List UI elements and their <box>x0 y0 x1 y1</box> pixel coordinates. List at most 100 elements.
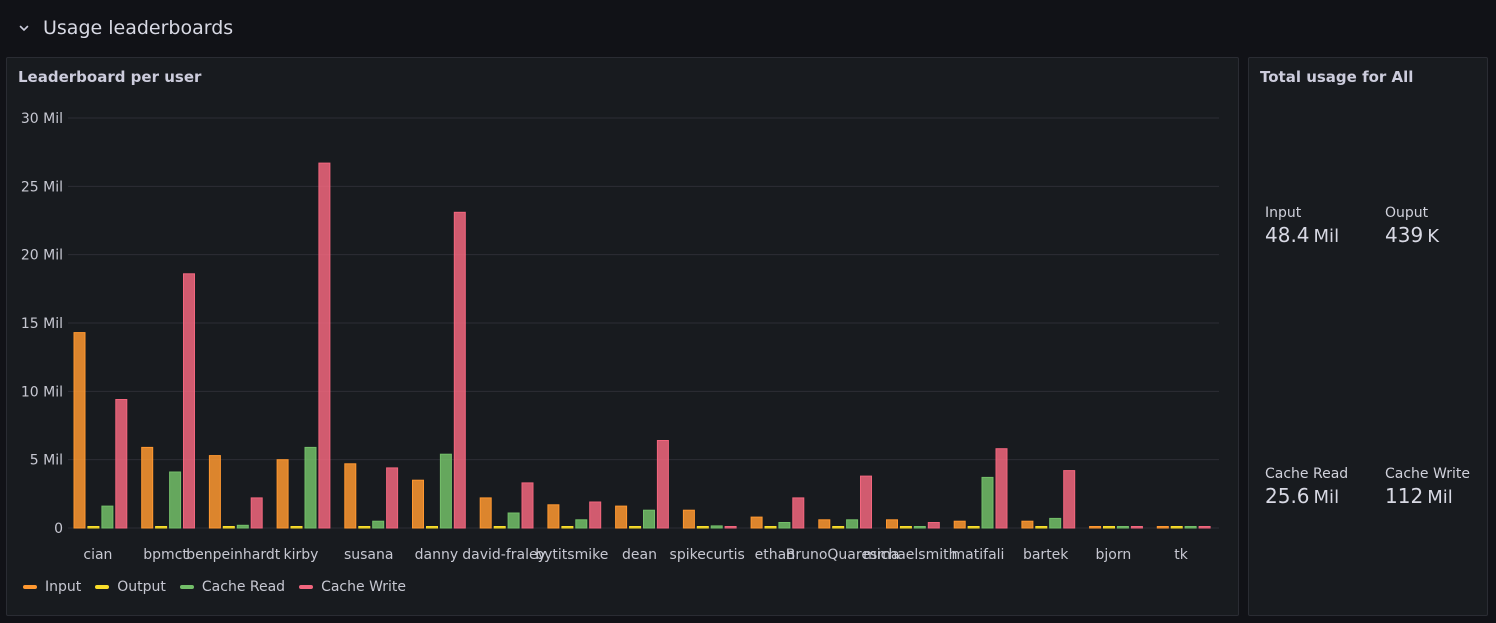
bar-input-susana[interactable] <box>344 463 357 529</box>
bar-input-danny[interactable] <box>412 479 424 529</box>
x-tick-label: bjorn <box>1096 547 1132 563</box>
bar-output-ethan[interactable] <box>764 526 777 529</box>
bar-cache-write-brunoquaresma[interactable] <box>860 475 872 529</box>
y-tick-label: 0 <box>54 521 63 537</box>
legend-swatch <box>95 585 110 589</box>
row-header[interactable]: Usage leaderboards <box>0 0 1496 56</box>
stat-value: 439 K <box>1385 223 1439 247</box>
x-tick-label: bartek <box>1023 547 1069 563</box>
bar-input-cian[interactable] <box>73 332 86 529</box>
bar-cache-read-bartek[interactable] <box>1049 517 1062 529</box>
x-tick-label: bpmct <box>143 547 188 563</box>
bar-cache-read-susana[interactable] <box>372 520 385 529</box>
bar-output-bpmct[interactable] <box>155 526 168 529</box>
bar-cache-write-michaelsmith[interactable] <box>927 522 940 529</box>
bar-cache-read-cian[interactable] <box>101 505 114 529</box>
bar-output-michaelsmith[interactable] <box>899 526 912 529</box>
bar-cache-read-brunoquaresma[interactable] <box>846 519 859 529</box>
x-tick-label: kirby <box>284 547 319 563</box>
bar-cache-write-cian[interactable] <box>115 399 128 529</box>
bar-input-bjorn[interactable] <box>1089 526 1102 529</box>
bar-input-benpeinhardt[interactable] <box>208 455 221 529</box>
bar-input-bpmct[interactable] <box>141 446 154 529</box>
bar-cache-read-bjorn[interactable] <box>1116 526 1129 529</box>
stat-cache-read: Cache Read 25.6 Mil <box>1265 466 1348 508</box>
x-tick-label: benpeinhardt <box>186 547 280 563</box>
x-tick-label: bytitsmike <box>535 547 608 563</box>
legend-item-cache-read[interactable]: Cache Read <box>179 579 285 595</box>
bar-cache-read-ethan[interactable] <box>778 522 791 529</box>
bar-input-dean[interactable] <box>615 505 628 529</box>
bar-cache-read-spikecurtis[interactable] <box>710 525 723 529</box>
bar-cache-read-bpmct[interactable] <box>169 471 182 529</box>
bar-cache-read-tk[interactable] <box>1184 526 1197 529</box>
bar-cache-write-susana[interactable] <box>386 467 399 529</box>
legend-label: Cache Write <box>321 579 407 595</box>
bar-output-kirby[interactable] <box>290 526 303 529</box>
bar-cache-write-danny[interactable] <box>453 211 466 529</box>
bar-input-matifali[interactable] <box>953 520 966 529</box>
bar-output-david-fraley[interactable] <box>493 526 506 529</box>
bar-output-cian[interactable] <box>87 526 100 529</box>
bar-cache-write-bjorn[interactable] <box>1130 526 1143 529</box>
legend-item-cache-write[interactable]: Cache Write <box>299 579 406 595</box>
panel-title: Leaderboard per user <box>18 68 202 86</box>
x-tick-label: spikecurtis <box>670 547 745 563</box>
bar-input-michaelsmith[interactable] <box>886 519 898 529</box>
x-tick-label: susana <box>344 547 394 563</box>
bar-cache-write-matifali[interactable] <box>995 448 1008 529</box>
bar-cache-write-kirby[interactable] <box>318 162 331 529</box>
chevron-down-icon[interactable] <box>17 21 31 35</box>
bar-output-dean[interactable] <box>629 526 642 529</box>
bar-input-kirby[interactable] <box>276 459 289 529</box>
bar-cache-read-bytitsmike[interactable] <box>575 519 588 529</box>
bar-cache-write-bartek[interactable] <box>1063 470 1076 529</box>
bar-cache-write-tk[interactable] <box>1198 526 1211 529</box>
x-tick-label: ethan <box>755 547 795 563</box>
bar-cache-read-david-fraley[interactable] <box>507 512 520 529</box>
bar-cache-read-benpeinhardt[interactable] <box>236 524 249 529</box>
bar-input-tk[interactable] <box>1156 526 1169 529</box>
chart-legend: Input Output Cache Read Cache Write <box>23 579 420 595</box>
stat-label: Cache Write <box>1385 466 1470 482</box>
leaderboard-panel: Leaderboard per user 0 5 Mil 10 Mil 15 Mil 2… <box>6 57 1239 616</box>
x-tick-label: danny <box>415 547 459 563</box>
bar-cache-write-dean[interactable] <box>656 440 669 529</box>
y-tick-label: 5 Mil <box>30 453 63 469</box>
row-title[interactable]: Usage leaderboards <box>43 17 234 39</box>
bar-output-bartek[interactable] <box>1035 526 1048 529</box>
bar-input-david-fraley[interactable] <box>479 497 492 529</box>
bar-cache-read-kirby[interactable] <box>304 446 317 529</box>
bar-cache-write-spikecurtis[interactable] <box>724 526 737 529</box>
bar-input-brunoquaresma[interactable] <box>818 519 831 529</box>
bar-output-benpeinhardt[interactable] <box>222 526 235 529</box>
bar-input-ethan[interactable] <box>750 516 763 529</box>
bar-output-susana[interactable] <box>358 526 371 529</box>
legend-swatch <box>23 585 37 589</box>
bar-output-brunoquaresma[interactable] <box>832 526 845 529</box>
bar-cache-read-michaelsmith[interactable] <box>913 526 926 529</box>
bar-cache-write-david-fraley[interactable] <box>521 482 534 529</box>
bar-output-tk[interactable] <box>1170 526 1183 529</box>
bar-cache-write-bpmct[interactable] <box>183 273 195 529</box>
bar-output-matifali[interactable] <box>967 526 980 529</box>
bar-cache-read-dean[interactable] <box>643 509 655 529</box>
stat-value: 25.6 Mil <box>1265 484 1340 508</box>
bar-output-spikecurtis[interactable] <box>696 526 709 529</box>
bar-cache-read-matifali[interactable] <box>981 476 994 529</box>
bar-cache-write-ethan[interactable] <box>792 497 805 529</box>
bar-input-bytitsmike[interactable] <box>547 504 560 529</box>
bar-output-danny[interactable] <box>426 526 438 529</box>
stat-cache-write: Cache Write 112 Mil <box>1385 466 1470 508</box>
x-tick-label: BrunoQuaresma <box>786 547 900 563</box>
bar-output-bjorn[interactable] <box>1103 526 1115 529</box>
bar-input-bartek[interactable] <box>1021 520 1034 529</box>
bar-input-spikecurtis[interactable] <box>682 509 695 529</box>
bar-output-bytitsmike[interactable] <box>561 526 574 529</box>
bar-cache-write-bytitsmike[interactable] <box>589 501 602 529</box>
legend-item-input[interactable]: Input <box>23 579 81 595</box>
bar-cache-read-danny[interactable] <box>439 453 452 529</box>
legend-item-output[interactable]: Output <box>95 579 166 595</box>
bar-cache-write-benpeinhardt[interactable] <box>250 497 263 529</box>
bar-chart: 0 5 Mil 10 Mil 15 Mil 20 Mil 25 Mil 30 Mil cian… <box>21 111 1219 563</box>
